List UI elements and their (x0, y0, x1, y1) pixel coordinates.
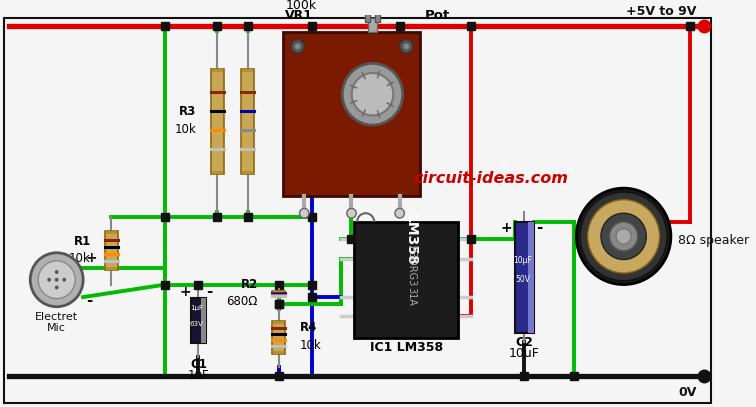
Circle shape (580, 192, 667, 281)
Bar (211, 69, 224, 174)
Text: 680Ω: 680Ω (227, 295, 258, 309)
Text: R3: R3 (179, 105, 197, 118)
Circle shape (62, 278, 66, 282)
Text: circuit-ideas.com: circuit-ideas.com (414, 171, 569, 186)
Bar (273, 294, 284, 297)
Bar (106, 231, 117, 234)
Text: 10k: 10k (299, 339, 321, 352)
Text: -: - (536, 219, 543, 234)
Circle shape (347, 208, 356, 218)
Circle shape (601, 213, 646, 260)
Text: Electret: Electret (35, 312, 79, 322)
Text: 31A: 31A (406, 287, 416, 306)
Bar (284, 32, 420, 196)
Bar (273, 352, 284, 354)
Bar (242, 69, 253, 72)
Text: 10k: 10k (69, 252, 91, 265)
Text: R2: R2 (240, 278, 258, 291)
Circle shape (576, 188, 671, 284)
Text: 1uF: 1uF (187, 369, 209, 382)
Circle shape (395, 208, 404, 218)
Text: -: - (206, 284, 213, 299)
Text: P3DRG3: P3DRG3 (406, 246, 416, 287)
Circle shape (342, 63, 403, 125)
Ellipse shape (38, 261, 75, 299)
Bar (105, 231, 118, 270)
Text: 10uF: 10uF (509, 347, 540, 360)
Bar (273, 321, 284, 324)
Bar (272, 291, 285, 297)
Circle shape (54, 270, 58, 274)
Bar (273, 291, 284, 294)
Bar (212, 171, 223, 174)
Circle shape (616, 229, 631, 244)
Text: Mic: Mic (48, 323, 66, 333)
Circle shape (47, 278, 51, 282)
Circle shape (400, 40, 413, 53)
Bar (272, 321, 285, 354)
Text: Pot: Pot (425, 9, 451, 22)
Text: +: + (179, 285, 191, 299)
Text: 50V: 50V (515, 275, 530, 284)
Text: VR1: VR1 (285, 9, 313, 22)
Bar (212, 69, 223, 72)
Bar (375, 11, 380, 22)
Text: 1µF: 1µF (190, 304, 203, 311)
Circle shape (54, 286, 58, 289)
Circle shape (295, 44, 300, 49)
Text: -: - (86, 293, 92, 308)
Circle shape (404, 44, 409, 49)
Circle shape (299, 208, 309, 218)
Text: 63V: 63V (190, 321, 203, 327)
Text: +: + (86, 252, 98, 265)
Bar (367, 18, 377, 32)
Text: 0V: 0V (678, 386, 696, 399)
Bar (191, 298, 206, 343)
Circle shape (352, 73, 393, 116)
Bar (365, 11, 370, 22)
Bar (355, 222, 458, 337)
Text: IC1 LM358: IC1 LM358 (370, 341, 443, 354)
Bar (241, 69, 254, 174)
Text: R4: R4 (299, 322, 317, 335)
Circle shape (609, 222, 638, 251)
Ellipse shape (30, 253, 83, 307)
Circle shape (587, 200, 659, 273)
Bar (242, 171, 253, 174)
Bar (515, 222, 534, 333)
Bar (201, 298, 206, 343)
Text: C2: C2 (516, 336, 533, 349)
Text: LM358: LM358 (404, 214, 418, 265)
Text: 10µF: 10µF (513, 256, 532, 265)
Text: +: + (500, 221, 513, 234)
Circle shape (54, 278, 58, 282)
Text: 8Ω speaker: 8Ω speaker (678, 234, 749, 247)
Text: 10k: 10k (175, 123, 197, 136)
Bar (106, 267, 117, 270)
Bar (528, 222, 534, 333)
Text: +5V to 9V: +5V to 9V (626, 4, 696, 18)
Text: C1: C1 (190, 359, 207, 372)
Text: 100k: 100k (285, 0, 317, 12)
Circle shape (291, 40, 304, 53)
Text: R1: R1 (73, 235, 91, 248)
